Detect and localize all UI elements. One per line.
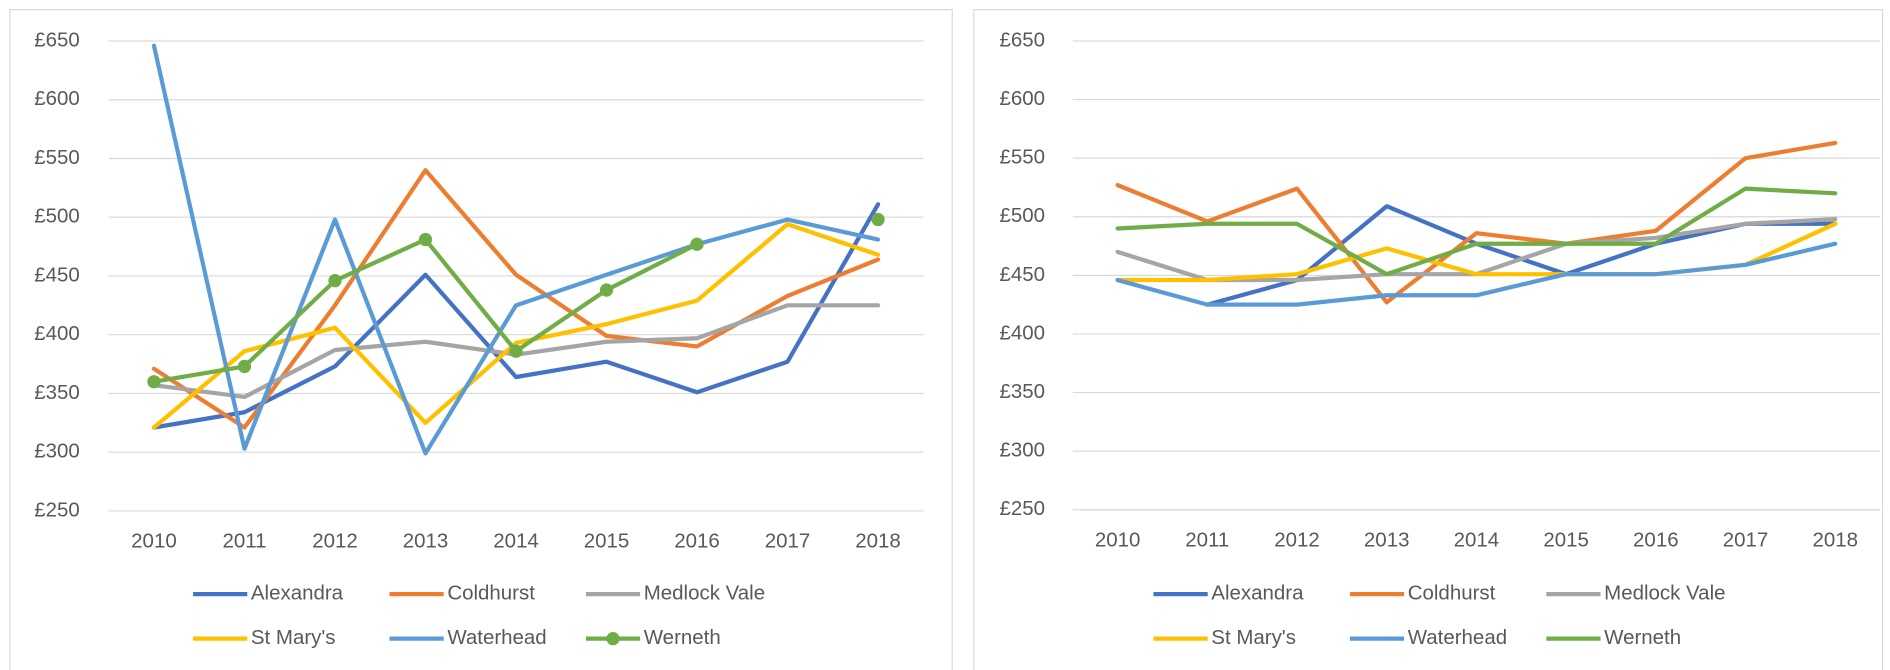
y-tick-label: £300 [34,440,80,463]
y-tick-label: £550 [34,146,80,169]
y-tick-label: £250 [999,497,1045,520]
y-tick-label: £650 [34,28,80,51]
legend-label: Waterhead [447,626,546,649]
x-tick-label: 2016 [674,530,720,553]
x-tick-label: 2014 [493,530,539,553]
series-line [151,168,881,430]
x-tick-label: 2018 [855,530,901,553]
series-line [151,222,881,430]
series-line [1115,140,1838,305]
legend-label: Alexandra [1211,581,1304,604]
series-line [151,43,881,456]
x-tick-label: 2011 [1185,528,1229,551]
legend-label: Medlock Vale [644,581,765,604]
data-point [599,283,614,297]
x-tick-label: 2015 [584,530,630,553]
y-tick-label: £450 [34,263,80,286]
series-line [1205,204,1838,307]
legend-label: Waterhead [1408,626,1507,649]
y-tick-label: £500 [34,205,80,228]
x-tick-label: 2010 [1095,528,1141,551]
x-tick-label: 2012 [1274,528,1320,551]
series-line [151,202,881,430]
y-tick-label: £400 [999,321,1045,344]
series-line [1115,216,1838,283]
panel-border [9,9,953,670]
y-tick-label: £600 [34,87,80,110]
x-tick-label: 2015 [1543,528,1589,551]
y-tick-label: £350 [999,380,1045,403]
y-tick-label: £350 [34,381,80,404]
legend-label: Coldhurst [1408,581,1496,604]
panel-border [973,9,1884,670]
legend-label: Coldhurst [447,581,535,604]
legend-label: Werneth [644,626,721,649]
x-tick-label: 2016 [1633,528,1679,551]
legend-label: St Mary's [1211,626,1296,649]
y-tick-label: £300 [999,439,1045,462]
y-tick-label: £500 [999,204,1045,227]
x-tick-label: 2011 [222,530,266,553]
legend-label: Werneth [1604,626,1681,649]
data-point [237,359,252,374]
x-tick-label: 2014 [1454,528,1500,551]
x-tick-label: 2012 [312,530,358,553]
data-point [509,344,523,358]
y-tick-label: £400 [34,322,80,345]
x-tick-label: 2017 [765,530,811,553]
legend-label: Alexandra [251,581,344,604]
data-point [871,212,885,227]
x-tick-label: 2018 [1812,528,1858,551]
legend-label: Medlock Vale [1604,581,1725,604]
data-point [328,274,342,288]
x-tick-label: 2010 [131,530,177,553]
data-point [418,232,433,247]
y-tick-label: £250 [34,498,80,521]
x-tick-label: 2013 [403,530,449,553]
y-tick-label: £450 [999,263,1045,286]
y-tick-label: £650 [999,28,1045,51]
data-point [147,375,161,389]
data-point [690,237,704,251]
y-tick-label: £550 [999,146,1045,169]
series-line [1115,186,1838,277]
legend-marker [606,632,620,646]
x-tick-label: 2013 [1364,528,1410,551]
legend-label: St Mary's [251,626,336,649]
series-line [1115,241,1838,307]
x-tick-label: 2017 [1723,528,1769,551]
y-tick-label: £600 [999,87,1045,110]
